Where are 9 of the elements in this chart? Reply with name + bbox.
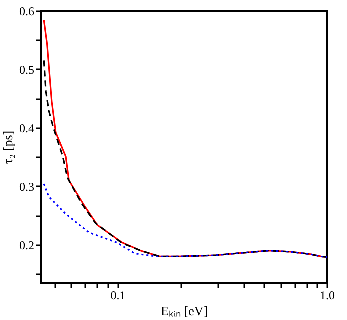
y-tick-label: 0.6	[20, 4, 34, 18]
y-tick-label: 0.2	[20, 238, 34, 252]
y-tick-label: 0.3	[20, 180, 34, 194]
y-axis-title: τ₂ [ps]	[0, 130, 16, 164]
y-tick-label: 0.4	[20, 121, 34, 136]
x-tick-label: 0.1	[110, 288, 126, 302]
y-tick-label: 0.5	[20, 62, 34, 77]
x-tick-label: 1.0	[320, 288, 335, 302]
x-axis-title: Eₖᵢₙ [eV]	[160, 304, 208, 318]
